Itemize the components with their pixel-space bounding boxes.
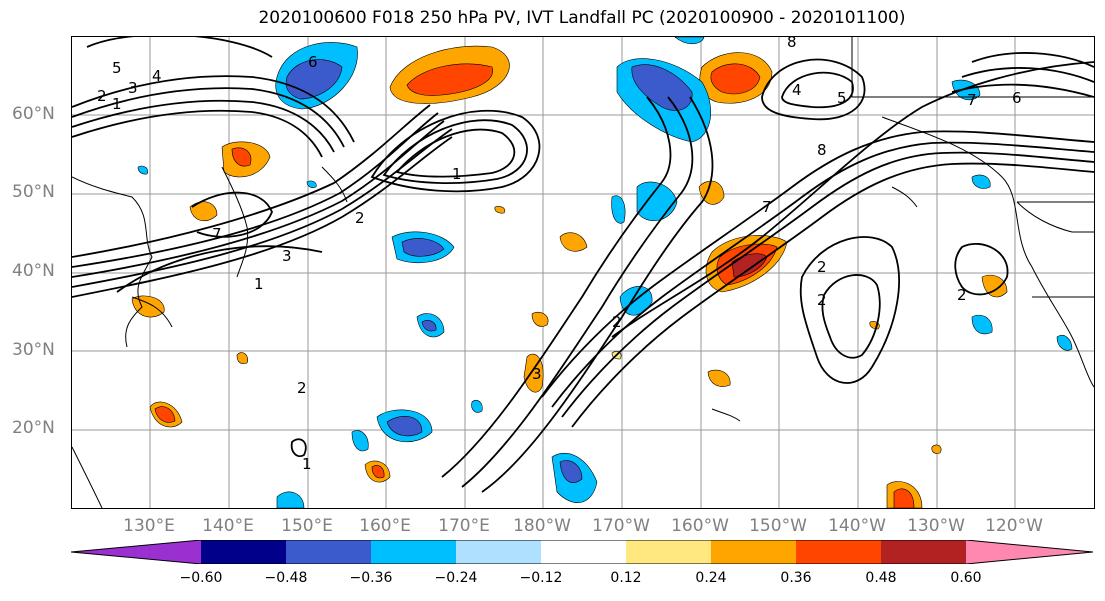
map-title: 2020100600 F018 250 hPa PV, IVT Landfall… <box>258 8 906 28</box>
colorbar-segment <box>796 540 881 564</box>
lat-label-40n: 40°N <box>12 261 55 281</box>
contour-label: 1 <box>452 165 462 183</box>
contour-label: 3 <box>532 365 542 383</box>
colorbar-tick: 0.24 <box>695 570 727 586</box>
colorbar-tick: −0.24 <box>434 570 478 586</box>
lat-label-20n: 20°N <box>12 418 55 438</box>
lon-label: 160°W <box>671 516 729 536</box>
colorbar-segment <box>966 540 1093 564</box>
contour-label: 8 <box>787 37 797 51</box>
coastlines <box>72 37 1094 508</box>
contour-label: 2 <box>817 258 827 276</box>
lat-label-60n: 60°N <box>12 104 55 124</box>
colorbar-tick: 0.12 <box>610 570 642 586</box>
lon-label: 170°W <box>592 516 650 536</box>
contour-label: 2 <box>957 286 967 304</box>
contour-label: 2 <box>817 291 827 309</box>
contour-label: 2 <box>355 209 365 227</box>
lat-label-30n: 30°N <box>12 340 55 360</box>
colorbar-tick: 0.60 <box>950 570 982 586</box>
lon-label: 140°W <box>828 516 886 536</box>
colorbar-segment <box>71 540 201 564</box>
contour-label: 2 <box>297 379 307 397</box>
colorbar-tick: −0.12 <box>519 570 563 586</box>
contour-label: 2 <box>97 87 107 105</box>
contour-label: 7 <box>967 91 977 109</box>
contour-label: 5 <box>837 89 847 107</box>
contour-label: 1 <box>302 455 312 473</box>
positive-anomaly-fills <box>131 45 1008 508</box>
contour-label: 4 <box>152 67 162 85</box>
colorbar-tick: 0.36 <box>780 570 812 586</box>
contour-label: 7 <box>762 198 772 216</box>
contour-label: 1 <box>112 95 122 113</box>
colorbar-segment <box>201 540 286 564</box>
colorbar-segment <box>286 540 371 564</box>
contour-label-group: 5 4 3 2 1 6 1 2 3 1 7 8 5 4 7 6 8 7 2 2 … <box>97 37 1022 473</box>
lon-label: 160°E <box>359 516 411 536</box>
colorbar-tick: −0.60 <box>179 570 223 586</box>
contour-label: 3 <box>282 247 292 265</box>
lon-label: 120°W <box>985 516 1043 536</box>
contour-label: 6 <box>1012 89 1022 107</box>
contour-label: 7 <box>212 225 222 243</box>
lon-label: 170°E <box>438 516 490 536</box>
colorbar-segment <box>711 540 796 564</box>
pv-contours <box>72 37 1094 493</box>
colorbar-segment <box>881 540 966 564</box>
colorbar-tick: 0.48 <box>865 570 897 586</box>
colorbar-segment <box>456 540 541 564</box>
lon-label: 130°W <box>907 516 965 536</box>
contour-label: 6 <box>308 53 318 71</box>
contour-label: 8 <box>817 141 827 159</box>
lon-label: 150°E <box>281 516 333 536</box>
map-plot-area: 5 4 3 2 1 6 1 2 3 1 7 8 5 4 7 6 8 7 2 2 … <box>71 36 1095 509</box>
contour-label: 1 <box>254 275 264 293</box>
contour-label: 5 <box>112 59 122 77</box>
negative-anomaly-fills <box>137 37 1073 508</box>
colorbar-segment <box>371 540 456 564</box>
colorbar <box>70 539 1094 565</box>
lon-label: 180°W <box>513 516 571 536</box>
colorbar-segment <box>626 540 711 564</box>
colorbar-segment <box>541 540 626 564</box>
contour-label: 2 <box>612 313 622 331</box>
lat-label-50n: 50°N <box>12 182 55 202</box>
lon-label: 150°W <box>749 516 807 536</box>
contour-label: 4 <box>792 81 802 99</box>
lon-label: 140°E <box>202 516 254 536</box>
lon-label: 130°E <box>123 516 175 536</box>
colorbar-tick: −0.48 <box>264 570 308 586</box>
graticule <box>72 37 1094 508</box>
colorbar-tick: −0.36 <box>349 570 393 586</box>
contour-label: 3 <box>128 79 138 97</box>
